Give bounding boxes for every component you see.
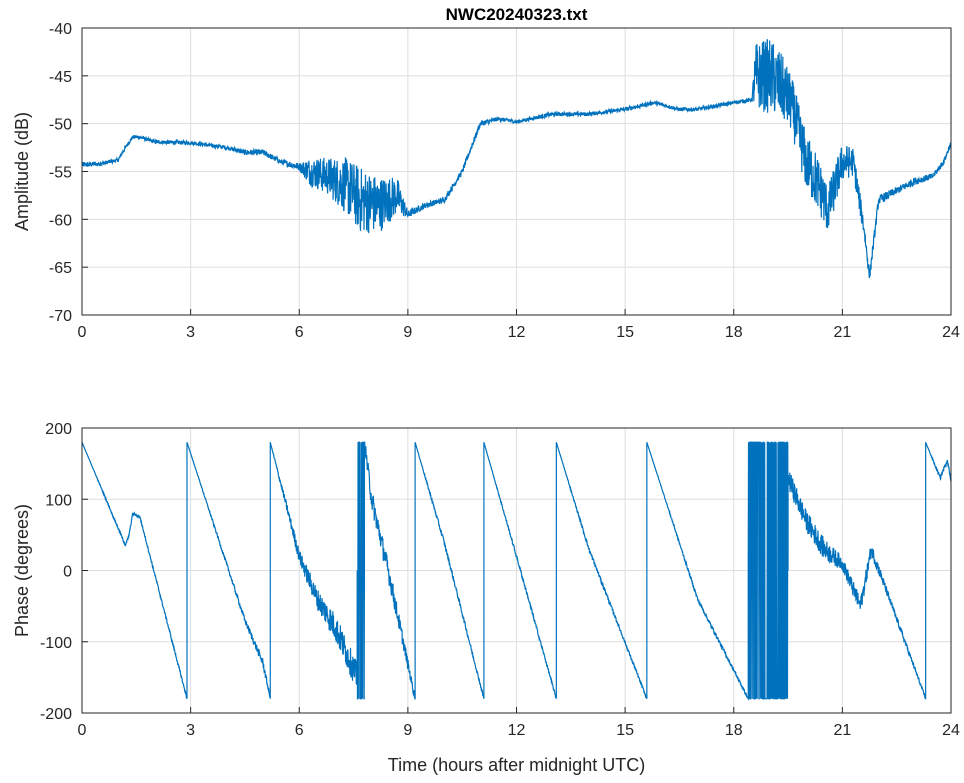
x-tick-label: 21 xyxy=(833,324,851,341)
series-line-amplitude xyxy=(82,39,951,279)
x-tick-label: 24 xyxy=(942,722,960,739)
y-tick-label: 200 xyxy=(45,421,72,438)
x-tick-label: 3 xyxy=(186,722,195,739)
x-tick-label: 15 xyxy=(616,324,634,341)
x-tick-label: 9 xyxy=(403,324,412,341)
y-tick-label: 100 xyxy=(45,492,72,509)
y-tick-label: -100 xyxy=(40,635,72,652)
y-axis-label: Amplitude (dB) xyxy=(12,112,32,231)
y-tick-label: -45 xyxy=(49,69,72,86)
x-tick-label: 6 xyxy=(295,722,304,739)
y-tick-label: -40 xyxy=(49,21,72,38)
x-tick-label: 18 xyxy=(725,722,743,739)
x-tick-label: 9 xyxy=(403,722,412,739)
axes-box xyxy=(81,27,952,316)
y-tick-label: 0 xyxy=(63,564,72,581)
y-axis-label: Phase (degrees) xyxy=(12,504,32,637)
y-tick-label: -70 xyxy=(49,308,72,325)
x-tick-label: 6 xyxy=(295,324,304,341)
x-tick-label: 18 xyxy=(725,324,743,341)
axes-box xyxy=(81,427,952,714)
x-tick-label: 12 xyxy=(508,722,526,739)
amplitude-axes: 0 3 6 9 12 15 18 21 24 -40 -45 -50 -55 -60 -65 -70 NWC20… xyxy=(12,5,960,341)
y-tick-label: -65 xyxy=(49,260,72,277)
y-tick-label: -60 xyxy=(49,212,72,229)
x-tick-label: 3 xyxy=(186,324,195,341)
chart-title: NWC20240323.txt xyxy=(446,5,588,24)
x-tick-label: 12 xyxy=(508,324,526,341)
x-tick-label: 0 xyxy=(78,722,87,739)
series-line-phase xyxy=(82,441,951,701)
phase-axes: 0 3 6 9 12 15 18 21 24 200 100 0 -100 -200 Time (hours… xyxy=(12,421,960,775)
y-tick-label: -55 xyxy=(49,165,72,182)
y-tick-label: -50 xyxy=(49,117,72,134)
x-tick-label: 0 xyxy=(78,324,87,341)
x-axis-label: Time (hours after midnight UTC) xyxy=(388,755,645,775)
x-tick-label: 21 xyxy=(833,722,851,739)
x-tick-label: 15 xyxy=(616,722,634,739)
y-tick-label: -200 xyxy=(40,706,72,723)
x-tick-label: 24 xyxy=(942,324,960,341)
